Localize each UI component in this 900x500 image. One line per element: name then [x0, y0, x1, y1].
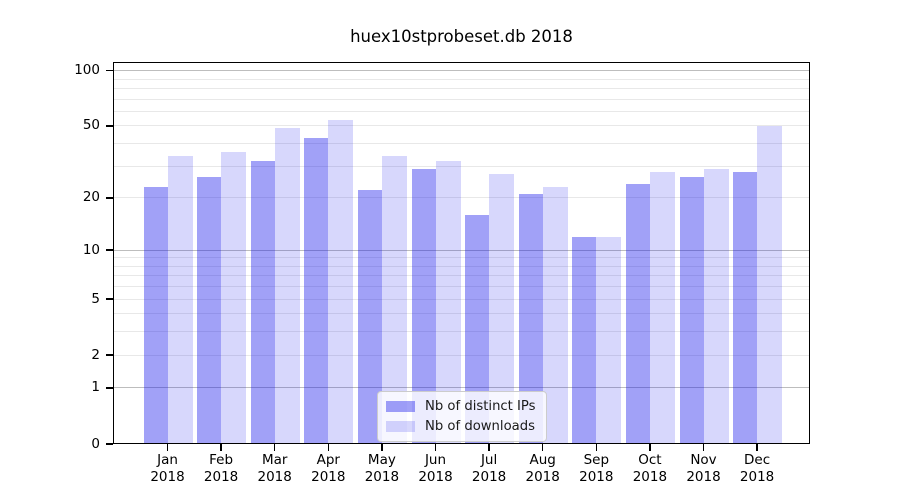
bar-distinct-ips-dec [733, 171, 758, 444]
x-tick-mark [541, 444, 544, 451]
x-tick-label: Jun 2018 [418, 452, 453, 485]
x-tick-mark [702, 444, 705, 451]
bar-downloads-nov [703, 168, 729, 444]
x-tick-label: May 2018 [364, 452, 400, 485]
bar-downloads-mar [274, 127, 300, 444]
y-tick-label: 5 [91, 290, 100, 307]
x-tick-mark [595, 444, 598, 451]
y-gridline-minor [113, 354, 809, 356]
y-tick-mark [105, 387, 113, 389]
bar-distinct-ips-oct [625, 183, 650, 444]
y-gridline-minor [113, 165, 809, 167]
y-tick-mark [105, 354, 113, 356]
y-gridline-minor [113, 125, 809, 127]
bar-distinct-ips-feb [197, 177, 222, 444]
bar-downloads-sep [596, 236, 622, 444]
y-tick-label: 50 [82, 117, 100, 134]
y-gridline-minor [113, 257, 809, 259]
x-tick-mark [166, 444, 169, 451]
y-tick-mark [105, 298, 113, 300]
chart-title: huex10stprobeset.db 2018 [350, 27, 573, 46]
x-tick-mark [220, 444, 222, 451]
x-tick-label: Aug 2018 [525, 452, 560, 485]
x-tick-mark [434, 444, 437, 451]
y-gridline-minor [113, 286, 809, 288]
bar-downloads-oct [649, 171, 675, 444]
x-tick-label: Jan 2018 [150, 452, 185, 485]
y-gridline-minor [113, 110, 809, 112]
y-gridline-minor [113, 143, 809, 145]
bar-distinct-ips-sep [572, 236, 597, 444]
x-tick-label: Sep 2018 [579, 452, 614, 485]
x-tick-label: Nov 2018 [686, 452, 721, 485]
y-gridline-major [113, 249, 809, 251]
y-tick-label: 0 [91, 435, 100, 452]
legend-swatch-distinct-ips [386, 401, 415, 412]
x-tick-mark [756, 444, 758, 451]
legend-swatch-downloads [386, 421, 415, 432]
y-gridline-minor [113, 275, 809, 277]
y-tick-label: 20 [82, 189, 100, 206]
y-gridline-minor [113, 78, 809, 80]
x-tick-label: Jul 2018 [471, 452, 507, 485]
y-tick-mark [105, 443, 113, 445]
x-tick-label: Oct 2018 [632, 452, 668, 485]
y-gridline-minor [113, 88, 809, 90]
y-tick-mark [105, 125, 113, 127]
legend-label-distinct-ips: Nb of distinct IPs [425, 399, 536, 414]
y-tick-mark [105, 249, 113, 251]
legend-label-downloads: Nb of downloads [425, 419, 535, 434]
bar-downloads-dec [757, 125, 783, 444]
x-tick-mark [327, 444, 330, 451]
y-gridline-minor [113, 298, 809, 300]
bar-distinct-ips-apr [304, 137, 329, 444]
y-gridline-minor [113, 265, 809, 267]
legend-entry-downloads: Nb of downloads [386, 419, 536, 434]
y-gridline-minor [113, 331, 809, 333]
y-tick-label: 2 [91, 346, 100, 363]
y-tick-label: 10 [82, 241, 100, 258]
legend: Nb of distinct IPs Nb of downloads [377, 391, 547, 442]
y-gridline-minor [113, 98, 809, 100]
bar-distinct-ips-nov [679, 177, 704, 444]
bar-downloads-jan [167, 156, 193, 444]
x-tick-label: Apr 2018 [311, 452, 346, 485]
bar-downloads-feb [221, 151, 247, 444]
y-tick-label: 1 [91, 379, 100, 396]
legend-entry-distinct-ips: Nb of distinct IPs [386, 399, 536, 414]
x-tick-mark [273, 444, 276, 451]
x-tick-mark [381, 444, 383, 451]
x-tick-mark [649, 444, 651, 451]
bar-downloads-apr [328, 119, 354, 444]
x-tick-label: Mar 2018 [257, 452, 292, 485]
x-tick-label: Dec 2018 [739, 452, 775, 485]
y-gridline-minor [113, 313, 809, 315]
x-tick-mark [488, 444, 490, 451]
y-tick-mark [105, 196, 113, 199]
x-tick-label: Feb 2018 [203, 452, 239, 485]
bar-distinct-ips-mar [250, 161, 275, 444]
y-gridline-major [113, 70, 809, 72]
y-gridline-major [113, 387, 809, 389]
y-tick-label: 100 [74, 62, 100, 79]
bar-distinct-ips-jan [143, 186, 168, 444]
y-tick-mark [105, 69, 113, 72]
y-gridline-minor [113, 197, 809, 199]
